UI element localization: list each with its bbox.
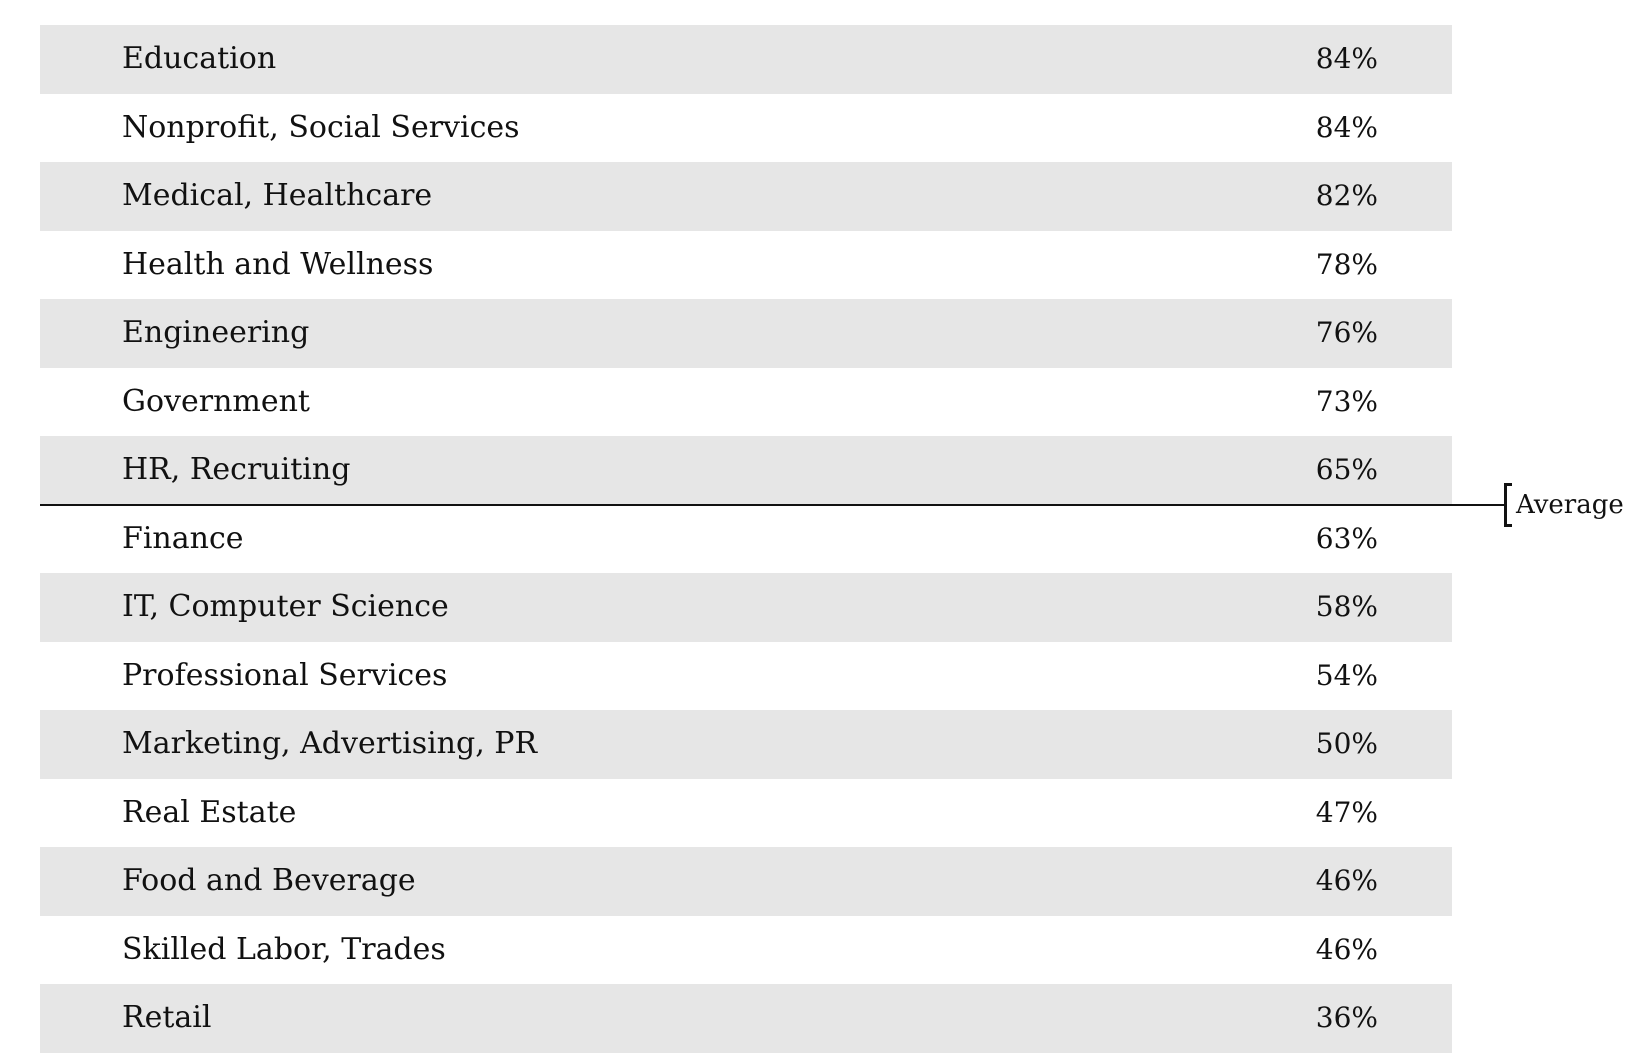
table-row: Retail 36% [40,984,1452,1053]
average-label: Average [1516,489,1624,520]
category-label: Government [122,383,310,419]
value-label: 50% [1315,727,1378,760]
table-row: Health and Wellness 78% [40,231,1452,300]
category-label: Food and Beverage [122,863,416,898]
value-label: 58% [1315,590,1378,623]
table-row: IT, Computer Science 58% [40,573,1452,642]
value-label: 46% [1315,864,1378,897]
category-label: HR, Recruiting [122,452,351,487]
category-label: Education [122,41,277,76]
category-label: Finance [122,520,244,556]
category-label: Nonprofit, Social Services [122,109,520,145]
table-row: Medical, Healthcare 82% [40,162,1452,231]
industry-table: Education 84% Nonprofit, Social Services 84… [40,25,1452,1053]
category-label: Medical, Healthcare [122,178,433,213]
table-row: Nonprofit, Social Services 84% [40,94,1452,163]
value-label: 47% [1315,795,1378,829]
value-label: 84% [1315,42,1378,75]
category-label: Engineering [122,315,310,350]
table-row: Engineering 76% [40,299,1452,368]
category-label: IT, Computer Science [122,589,449,624]
table-row: Professional Services 54% [40,642,1452,711]
table-row: HR, Recruiting 65% [40,436,1452,505]
table-row: Real Estate 47% [40,779,1452,848]
table-row: Marketing, Advertising, PR 50% [40,710,1452,779]
value-label: 78% [1315,247,1378,281]
value-label: 65% [1315,453,1378,486]
value-label: 54% [1315,658,1378,692]
table-row: Education 84% [40,25,1452,94]
category-label: Retail [122,1000,212,1035]
table-row: Food and Beverage 46% [40,847,1452,916]
value-label: 63% [1315,521,1378,555]
category-label: Health and Wellness [122,246,434,282]
value-label: 76% [1315,316,1378,349]
category-label: Marketing, Advertising, PR [122,726,538,761]
table-row: Finance 63% [40,505,1452,574]
value-label: 73% [1315,384,1378,418]
value-label: 84% [1315,110,1378,144]
value-label: 36% [1315,1001,1378,1034]
category-label: Skilled Labor, Trades [122,931,446,967]
average-line [40,503,1506,506]
value-label: 82% [1315,179,1378,212]
table-row: Government 73% [40,368,1452,437]
table-row: Skilled Labor, Trades 46% [40,916,1452,985]
category-label: Professional Services [122,657,448,693]
average-bracket [1504,482,1512,527]
category-label: Real Estate [122,794,297,830]
value-label: 46% [1315,932,1378,966]
